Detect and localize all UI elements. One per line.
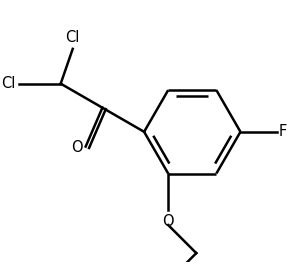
Text: Cl: Cl	[65, 30, 80, 45]
Text: Cl: Cl	[2, 76, 16, 91]
Text: O: O	[71, 140, 83, 155]
Text: F: F	[279, 124, 287, 139]
Text: O: O	[162, 214, 174, 229]
